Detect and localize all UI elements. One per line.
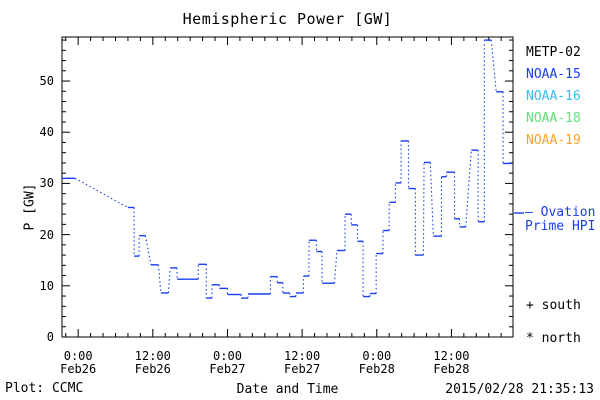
- y-tick-label-10: 10: [39, 278, 54, 293]
- x-tick-date: Feb27: [284, 361, 321, 376]
- hpi-connector-dotted: [144, 235, 152, 265]
- x-tick-time: 0:00: [213, 349, 242, 363]
- x-tick-date: Feb27: [209, 361, 246, 376]
- y-axis-title: P [GW]: [22, 183, 38, 231]
- ovation-label-line1: — Ovation: [525, 205, 596, 220]
- y-tick-label-30: 30: [39, 176, 54, 191]
- hpi-connector-dotted: [74, 177, 129, 208]
- x-axis-title: Date and Time: [236, 382, 339, 397]
- y-tick-label-40: 40: [39, 125, 54, 140]
- legend-item-noaa-15: NOAA-15: [526, 67, 581, 82]
- hpi-connector-dotted: [167, 267, 171, 294]
- asterisk-marker-icon: *: [526, 331, 534, 346]
- x-tick-label-Feb26-1200: 12:00 Feb26: [115, 350, 191, 375]
- x-tick-label-Feb28-1200: 12:00 Feb28: [413, 350, 489, 375]
- y-tick-label-0: 0: [46, 330, 54, 344]
- x-tick-label-Feb28-000: 0:00 Feb28: [339, 350, 415, 375]
- plot-credit: Plot: CCMC: [5, 381, 84, 396]
- hpi-connector-dotted: [157, 264, 162, 294]
- x-tick-time: 0:00: [63, 349, 93, 363]
- plus-marker-icon: +: [526, 298, 534, 313]
- x-tick-label-Feb26-000: 0:00 Feb26: [40, 350, 116, 375]
- hpi-connector-dotted: [429, 162, 434, 237]
- x-tick-label-Feb27-000: 0:00 Feb27: [189, 350, 265, 375]
- plot-timestamp: 2015/02/28 21:35:13: [445, 382, 594, 397]
- legend-item-metp-02: METP-02: [526, 45, 581, 60]
- ovation-prime-hpi-label: — Ovation Prime HPI: [525, 206, 595, 233]
- x-tick-time: 12:00: [284, 349, 321, 363]
- hpi-connector-dotted: [490, 40, 497, 92]
- x-tick-date: Feb26: [134, 361, 171, 376]
- legend-item-noaa-18: NOAA-18: [526, 111, 581, 126]
- hpi-connector-dotted: [333, 250, 338, 284]
- north-marker-text: north: [541, 331, 581, 346]
- legend-item-noaa-16: NOAA-16: [526, 89, 581, 104]
- north-marker-legend: * north: [526, 331, 581, 346]
- x-tick-label-Feb27-1200: 12:00 Feb27: [264, 350, 340, 375]
- hpi-connector-dotted: [422, 162, 425, 256]
- x-tick-time: 0:00: [362, 349, 392, 363]
- hpi-connector-dotted: [465, 150, 472, 227]
- x-tick-date: Feb28: [433, 361, 470, 376]
- plot-frame: [61, 36, 514, 338]
- ovation-label-line2: Prime HPI: [525, 218, 596, 234]
- legend-item-noaa-19: NOAA-19: [526, 133, 581, 148]
- y-tick-label-50: 50: [39, 74, 54, 89]
- south-marker-text: south: [541, 298, 581, 313]
- south-marker-legend: + south: [526, 298, 581, 313]
- x-tick-time: 12:00: [433, 349, 470, 363]
- x-tick-time: 12:00: [134, 349, 171, 363]
- chart-title: Hemispheric Power [GW]: [182, 10, 393, 28]
- x-tick-date: Feb28: [358, 361, 395, 376]
- x-tick-date: Feb26: [60, 361, 97, 376]
- y-tick-label-20: 20: [39, 227, 54, 242]
